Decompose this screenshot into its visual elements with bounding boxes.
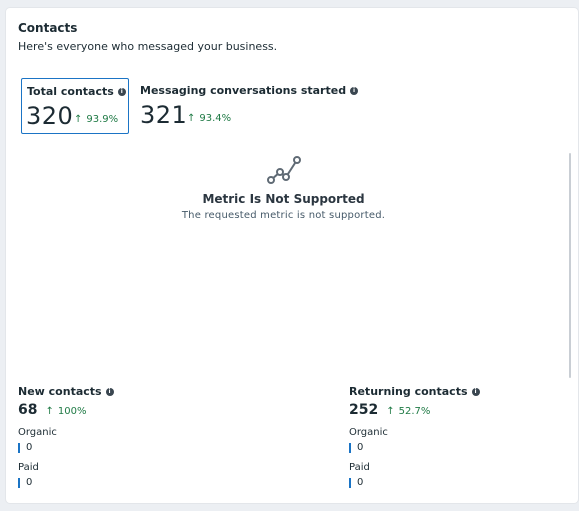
- metric-change: ↑ 93.9%: [74, 114, 118, 125]
- sub-metric-change-value: 52.7%: [398, 406, 431, 417]
- arrow-up-icon: ↑: [187, 113, 196, 124]
- sub-metric-label: New contacts: [18, 385, 102, 398]
- metric-change: ↑ 93.4%: [187, 113, 231, 124]
- line-chart-icon: [267, 156, 301, 184]
- card-subtitle: Here's everyone who messaged your busine…: [18, 40, 278, 53]
- breakdown-row: 0: [18, 442, 218, 453]
- breakdown-value: 0: [357, 477, 364, 488]
- sub-metric-value-row: 252 ↑ 52.7%: [349, 402, 549, 418]
- info-icon[interactable]: i: [105, 387, 114, 396]
- returning-contacts-section: Returning contacts i 252 ↑ 52.7% Organic …: [349, 385, 549, 488]
- breakdown-bar: [18, 477, 20, 488]
- info-icon[interactable]: i: [350, 86, 359, 95]
- arrow-up-icon: ↑: [45, 406, 54, 417]
- arrow-up-icon: ↑: [74, 114, 83, 125]
- breakdown-label: Paid: [18, 462, 39, 473]
- sub-metric-label: Returning contacts: [349, 385, 468, 398]
- card-title: Contacts: [18, 21, 78, 35]
- sub-metric-value: 68: [18, 402, 38, 418]
- sub-metric-label-row: New contacts i: [18, 385, 218, 398]
- breakdown-value: 0: [26, 477, 33, 488]
- sub-metric-change: ↑ 100%: [45, 406, 86, 417]
- breakdown-value: 0: [26, 442, 33, 453]
- scrollbar[interactable]: [569, 153, 571, 378]
- sub-metric-change-value: 100%: [57, 406, 87, 417]
- info-icon[interactable]: i: [471, 387, 480, 396]
- metric-label-row: Messaging conversations started i: [140, 84, 359, 97]
- new-contacts-section: New contacts i 68 ↑ 100% Organic 0 Paid 0: [18, 385, 218, 488]
- breakdown-label: Organic: [349, 427, 388, 438]
- metric-value: 320: [26, 102, 74, 130]
- breakdown-bar: [349, 442, 351, 453]
- contacts-card: Contacts Here's everyone who messaged yo…: [6, 8, 578, 503]
- breakdown-label: Paid: [349, 462, 370, 473]
- metric-label: Total contacts: [27, 85, 114, 98]
- breakdown-row: 0: [349, 442, 549, 453]
- metric-label-row: Total contacts i: [27, 85, 126, 98]
- breakdown-value: 0: [357, 442, 364, 453]
- breakdown-bar: [349, 477, 351, 488]
- sub-metric-value: 252: [349, 402, 379, 418]
- metric-label: Messaging conversations started: [140, 84, 347, 97]
- breakdown-row: 0: [349, 477, 549, 488]
- metric-change-value: 93.4%: [199, 113, 232, 124]
- metric-change-value: 93.9%: [86, 114, 119, 125]
- breakdown-label: Organic: [18, 427, 57, 438]
- breakdown-bar: [18, 442, 20, 453]
- sub-metric-label-row: Returning contacts i: [349, 385, 549, 398]
- empty-state-title: Metric Is Not Supported: [202, 192, 365, 206]
- metric-tab-messaging-conversations[interactable]: Messaging conversations started i 321 ↑ 9…: [140, 78, 359, 132]
- arrow-up-icon: ↑: [386, 406, 395, 417]
- breakdown-row: 0: [18, 477, 218, 488]
- metric-tab-total-contacts[interactable]: Total contacts i 320 ↑ 93.9%: [21, 78, 129, 134]
- info-icon[interactable]: i: [117, 87, 126, 96]
- empty-state-description: The requested metric is not supported.: [181, 210, 386, 221]
- metric-value: 321: [140, 101, 188, 129]
- sub-metric-value-row: 68 ↑ 100%: [18, 402, 218, 418]
- sub-metric-change: ↑ 52.7%: [386, 406, 430, 417]
